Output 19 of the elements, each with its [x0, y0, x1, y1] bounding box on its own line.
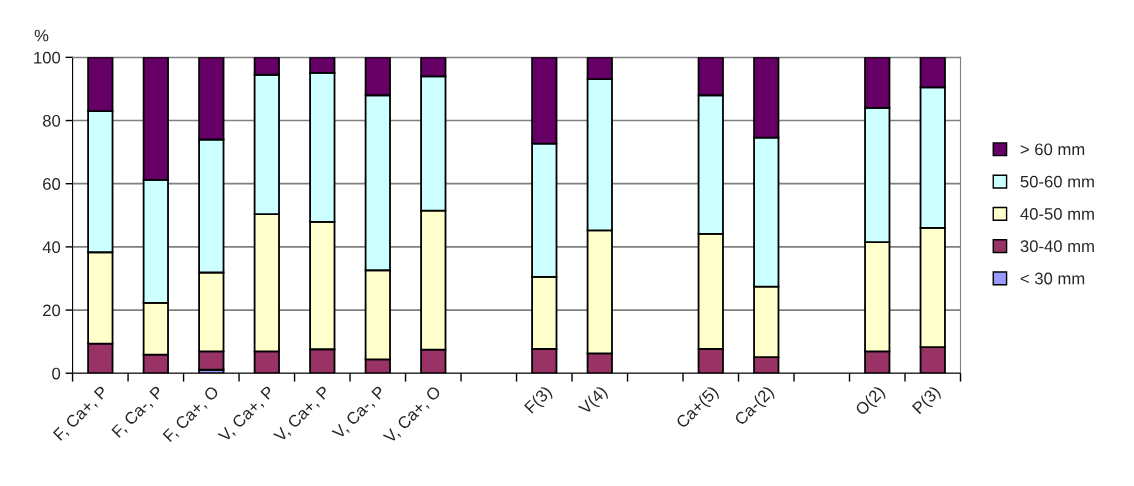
legend-label: 30-40 mm	[1020, 240, 1094, 253]
x-tick-label: V(4)	[577, 385, 611, 418]
x-tick-label: V, Ca+, O	[382, 385, 443, 446]
legend-label: > 60 mm	[1020, 143, 1085, 156]
legend-label: 50-60 mm	[1020, 175, 1094, 188]
x-tick-label: F, Ca+, P	[52, 385, 110, 443]
legend-label: 40-50 mm	[1020, 208, 1094, 220]
y-tick-label: 100	[34, 51, 61, 64]
y-tick-label: 40	[42, 241, 61, 254]
y-axis-title: %	[34, 29, 49, 42]
y-tick-label: 60	[43, 178, 61, 190]
x-tick-label: F(3)	[523, 385, 555, 416]
y-tick-label: 20	[43, 304, 61, 317]
legend-label: < 30 mm	[1020, 272, 1085, 285]
y-tick-label: 0	[52, 367, 61, 380]
x-tick-label: V, Ca+, P	[272, 385, 332, 445]
x-tick-label: O(2)	[854, 385, 888, 419]
x-tick-label: P(3)	[911, 385, 943, 417]
y-tick-label: 80	[42, 114, 61, 127]
